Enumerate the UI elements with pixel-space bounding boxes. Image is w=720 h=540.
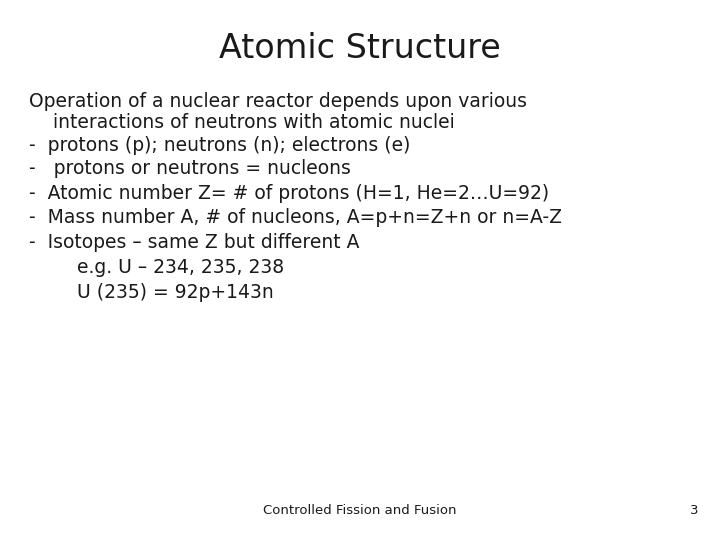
Text: -  Isotopes – same Z but different A: - Isotopes – same Z but different A	[29, 233, 359, 252]
Text: e.g. U – 234, 235, 238: e.g. U – 234, 235, 238	[29, 258, 284, 277]
Text: Controlled Fission and Fusion: Controlled Fission and Fusion	[264, 504, 456, 517]
Text: 3: 3	[690, 504, 698, 517]
Text: Operation of a nuclear reactor depends upon various: Operation of a nuclear reactor depends u…	[29, 92, 527, 111]
Text: -  Mass number A, # of nucleons, A=p+n=Z+n or n=A-Z: - Mass number A, # of nucleons, A=p+n=Z+…	[29, 208, 562, 227]
Text: -   protons or neutrons = nucleons: - protons or neutrons = nucleons	[29, 159, 351, 178]
Text: Atomic Structure: Atomic Structure	[219, 32, 501, 65]
Text: U (235) = 92p+143n: U (235) = 92p+143n	[29, 283, 274, 302]
Text: -  Atomic number Z= # of protons (H=1, He=2…U=92): - Atomic number Z= # of protons (H=1, He…	[29, 184, 549, 202]
Text: -  protons (p); neutrons (n); electrons (e): - protons (p); neutrons (n); electrons (…	[29, 136, 410, 155]
Text: interactions of neutrons with atomic nuclei: interactions of neutrons with atomic nuc…	[29, 113, 454, 132]
